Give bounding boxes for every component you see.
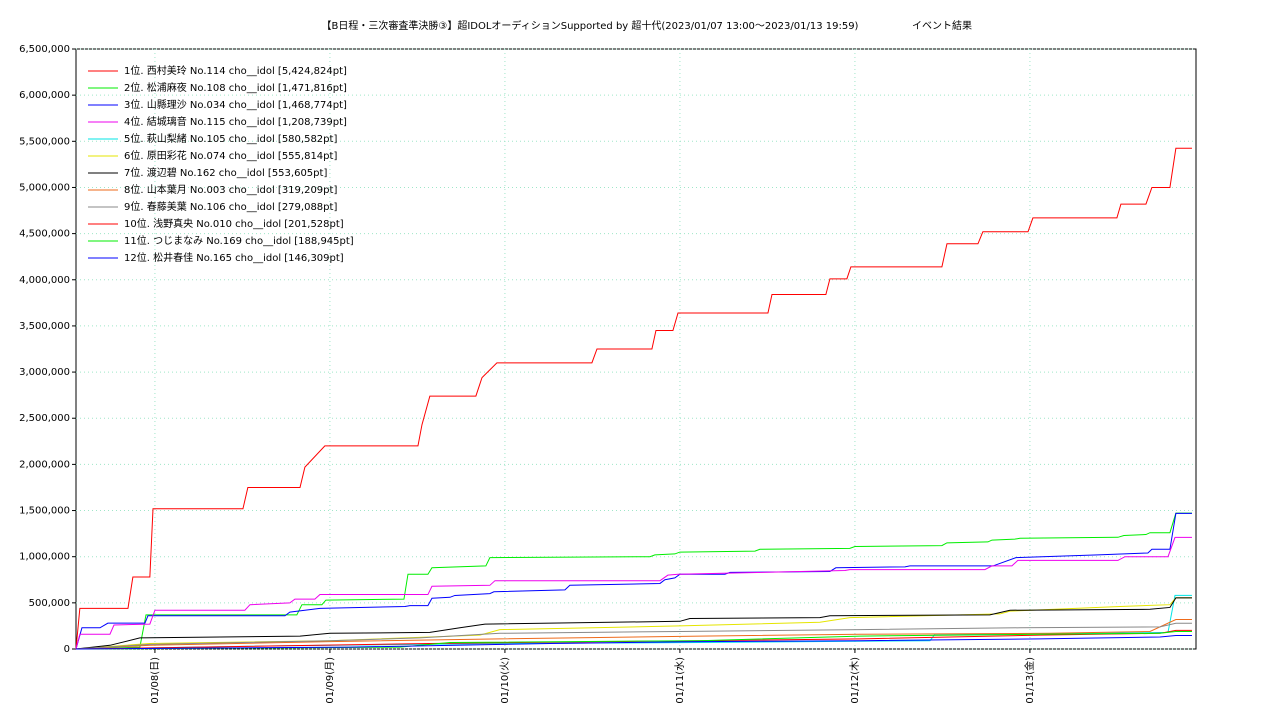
y-tick-label: 3,000,000 bbox=[19, 367, 70, 378]
y-tick-label: 500,000 bbox=[29, 598, 70, 609]
x-tick-label: 01/12(木) bbox=[849, 657, 861, 704]
legend-label: 9位. 春藤美葉 No.106 cho__idol [279,088pt] bbox=[124, 200, 337, 213]
y-tick-label: 4,000,000 bbox=[19, 275, 70, 286]
y-tick-label: 4,500,000 bbox=[19, 229, 70, 240]
series-line bbox=[75, 536, 1192, 650]
x-tick-label: 01/10(火) bbox=[499, 657, 511, 704]
y-tick-label: 1,500,000 bbox=[19, 506, 70, 517]
y-tick-label: 2,500,000 bbox=[19, 413, 70, 424]
y-tick-label: 5,000,000 bbox=[19, 182, 70, 193]
series-line bbox=[75, 147, 1192, 650]
legend-label: 2位. 松浦麻夜 No.108 cho__idol [1,471,816pt] bbox=[124, 81, 347, 94]
series-line bbox=[75, 512, 1192, 650]
legend-label: 5位. 萩山梨緒 No.105 cho__idol [580,582pt] bbox=[124, 132, 337, 145]
legend-label: 4位. 結城璃音 No.115 cho__idol [1,208,739pt] bbox=[124, 115, 347, 128]
x-tick-label: 01/09(月) bbox=[324, 657, 336, 704]
series-line bbox=[75, 629, 1192, 650]
series-line bbox=[75, 597, 1192, 650]
legend-label: 1位. 西村美玲 No.114 cho__idol [5,424,824pt] bbox=[124, 64, 347, 77]
legend-label: 3位. 山縣理沙 No.034 cho__idol [1,468,774pt] bbox=[124, 98, 347, 111]
y-tick-label: 0 bbox=[64, 644, 70, 655]
legend-label: 11位. つじまなみ No.169 cho__idol [188,945pt] bbox=[124, 234, 354, 247]
x-tick-label: 01/13(金) bbox=[1023, 657, 1036, 704]
y-tick-label: 6,000,000 bbox=[19, 90, 70, 101]
legend-label: 7位. 渡辺碧 No.162 cho__idol [553,605pt] bbox=[124, 166, 327, 179]
chart-subtitle: イベント結果 bbox=[912, 19, 972, 32]
legend-label: 6位. 原田彩花 No.074 cho__idol [555,814pt] bbox=[124, 149, 337, 162]
y-tick-label: 1,000,000 bbox=[19, 552, 70, 563]
legend-label: 8位. 山本葉月 No.003 cho__idol [319,209pt] bbox=[124, 183, 337, 196]
series-line bbox=[75, 512, 1192, 650]
y-tick-label: 6,500,000 bbox=[19, 44, 70, 55]
x-tick-label: 01/08(日) bbox=[150, 657, 161, 704]
x-tick-label: 01/11(水) bbox=[674, 657, 686, 704]
legend-label: 12位. 松井春佳 No.165 cho__idol [146,309pt] bbox=[124, 251, 344, 264]
legend-label: 10位. 浅野真央 No.010 cho__idol [201,528pt] bbox=[124, 217, 344, 230]
series-line bbox=[75, 622, 1192, 650]
y-tick-label: 2,000,000 bbox=[19, 459, 70, 470]
chart-title: 【B日程・三次審査準決勝③】超IDOLオーディションSupported by 超… bbox=[322, 19, 859, 32]
series-line bbox=[75, 619, 1192, 650]
y-tick-label: 5,500,000 bbox=[19, 136, 70, 147]
y-tick-label: 3,500,000 bbox=[19, 321, 70, 332]
series-line bbox=[75, 634, 1192, 650]
